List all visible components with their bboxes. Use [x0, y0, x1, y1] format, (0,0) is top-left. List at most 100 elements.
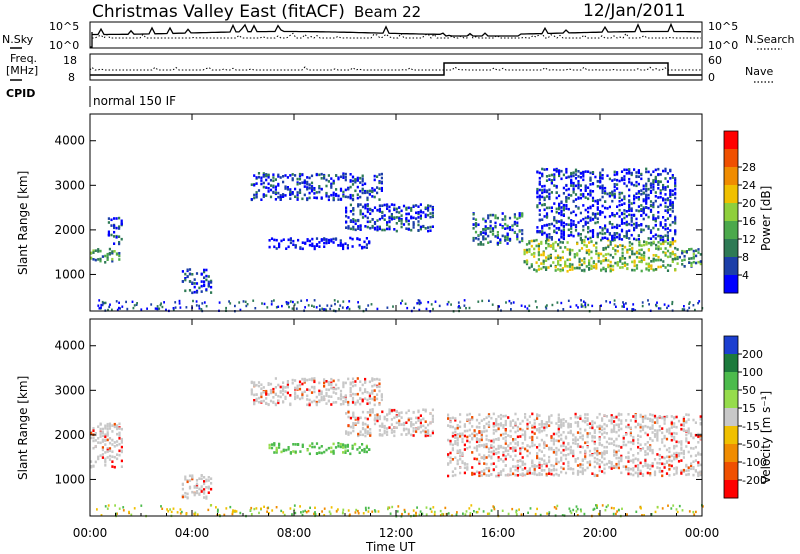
scatter-cell: [610, 506, 613, 510]
scatter-cell: [120, 439, 123, 442]
scatter-cell: [279, 195, 282, 199]
scatter-cell: [407, 223, 410, 226]
scatter-cell: [652, 181, 655, 184]
scatter-cell: [562, 308, 565, 311]
scatter-cell: [618, 237, 621, 241]
colorbar-segment: [724, 149, 738, 168]
scatter-cell: [373, 378, 376, 381]
scatter-cell: [619, 260, 622, 263]
scatter-cell: [688, 301, 691, 304]
scatter-cell: [313, 196, 316, 199]
scatter-cell: [567, 228, 570, 232]
scatter-cell: [585, 245, 588, 248]
scatter-cell: [424, 206, 427, 210]
scatter-cell: [383, 203, 386, 207]
scatter-cell: [388, 408, 391, 411]
scatter-cell: [308, 398, 311, 402]
scatter-cell: [683, 265, 686, 268]
colorbar-frame: [723, 335, 739, 499]
scatter-cell: [512, 446, 515, 450]
scatter-cell: [327, 381, 330, 385]
scatter-cell: [656, 419, 659, 422]
scatter-cell: [468, 418, 471, 421]
scatter-cell: [373, 389, 376, 392]
scatter-cell: [325, 402, 328, 405]
scatter-cell: [299, 450, 302, 453]
scatter-cell: [584, 420, 587, 423]
scatter-cell: [690, 261, 693, 265]
scatter-cell: [640, 172, 643, 176]
scatter-cell: [637, 237, 640, 241]
scatter-cell: [118, 258, 121, 261]
scatter-cell: [651, 448, 654, 452]
scatter-cell: [632, 467, 635, 470]
scatter-cell: [676, 255, 679, 259]
y-tick-label: 1000: [54, 267, 85, 281]
scatter-cell: [662, 264, 665, 267]
scatter-cell: [625, 443, 628, 447]
scatter-cell: [300, 299, 303, 302]
scatter-cell: [210, 487, 213, 491]
scatter-cell: [402, 223, 406, 226]
scatter-cell: [669, 192, 672, 195]
colorbar-segment: [724, 444, 738, 463]
scatter-cell: [250, 380, 253, 384]
scatter-cell: [655, 304, 658, 308]
scatter-cell: [188, 268, 192, 271]
scatter-cell: [405, 433, 408, 436]
scatter-cell: [180, 510, 183, 514]
scatter-cell: [566, 258, 569, 262]
scatter-cell: [487, 414, 491, 418]
scatter-cell: [366, 398, 369, 402]
scatter-cell: [533, 247, 536, 251]
scatter-cell: [538, 171, 541, 175]
scatter-cell: [699, 437, 702, 440]
scatter-cell: [609, 253, 612, 257]
power-scatter: [90, 167, 704, 313]
scatter-cell: [577, 207, 580, 210]
scatter-cell: [627, 413, 630, 416]
y-tick-label: 3000: [54, 383, 85, 397]
nsky-panel: N.Sky 10^5 10^0 10^5 10^0 N.Search: [2, 20, 795, 52]
scatter-cell: [354, 403, 357, 406]
scatter-cell: [342, 451, 345, 454]
scatter-cell: [332, 449, 335, 453]
scatter-cell: [534, 512, 537, 516]
scatter-cell: [487, 214, 490, 217]
scatter-cell: [569, 429, 572, 433]
scatter-cell: [344, 445, 347, 449]
scatter-cell: [521, 213, 524, 216]
scatter-cell: [378, 424, 381, 428]
scatter-cell: [584, 223, 587, 226]
scatter-cell: [289, 193, 292, 196]
scatter-cell: [361, 443, 364, 446]
freq-tick-top: 18: [63, 54, 77, 67]
scatter-cell: [354, 180, 357, 184]
scatter-cell: [492, 440, 495, 444]
scatter-cell: [273, 443, 276, 447]
scatter-cell: [337, 177, 340, 181]
scatter-cell: [415, 204, 418, 207]
scatter-cell: [540, 425, 543, 428]
scatter-cell: [294, 386, 297, 390]
scatter-cell: [356, 237, 359, 241]
scatter-cell: [449, 417, 452, 420]
scatter-cell: [613, 236, 616, 240]
scatter-cell: [473, 510, 475, 513]
scatter-cell: [489, 227, 492, 230]
scatter-cell: [273, 245, 276, 249]
scatter-cell: [598, 459, 601, 462]
scatter-cell: [647, 249, 650, 252]
scatter-cell: [613, 420, 616, 423]
scatter-cell: [499, 417, 503, 420]
scatter-cell: [314, 506, 316, 509]
scatter-cell: [191, 476, 194, 479]
scatter-cell: [575, 505, 578, 508]
scatter-cell: [622, 437, 625, 440]
scatter-cell: [512, 419, 515, 422]
scatter-cell: [345, 214, 348, 218]
scatter-cell: [287, 446, 290, 449]
scatter-cell: [692, 255, 695, 259]
scatter-cell: [661, 507, 664, 510]
scatter-cell: [419, 217, 422, 220]
